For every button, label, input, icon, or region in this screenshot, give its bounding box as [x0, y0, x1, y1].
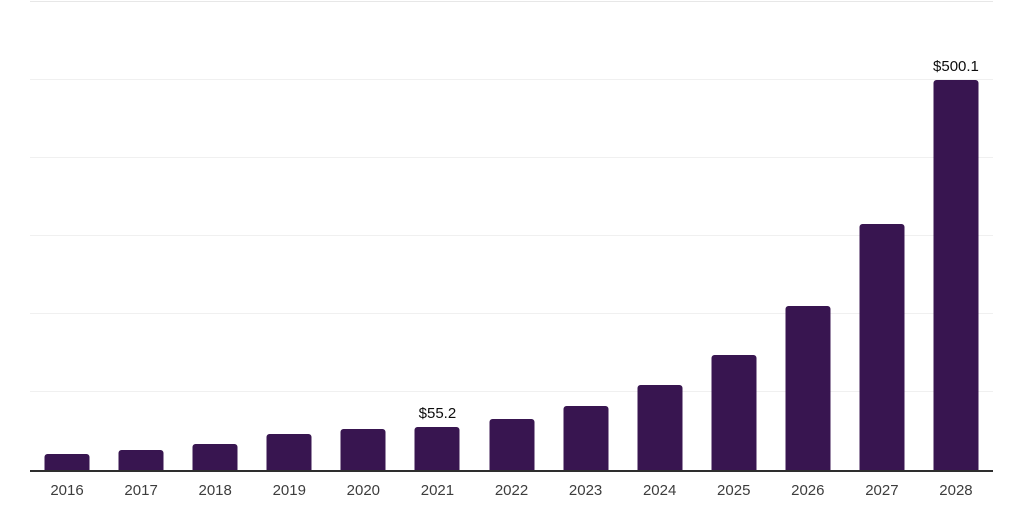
x-axis-labels: 2016 2017 2018 2019 2020 2021 2022 2023 2024 2025…	[30, 481, 993, 500]
bar-column-2019	[252, 2, 326, 470]
x-axis-tick-label-2022: 2022	[494, 482, 529, 499]
bar-value-label-2021: $55.2	[418, 404, 457, 422]
bar-2016	[44, 454, 90, 470]
gridline-500	[30, 79, 993, 80]
bar-2022	[489, 418, 534, 470]
bar-2017	[118, 449, 164, 470]
bar-2018	[192, 443, 238, 470]
x-axis-tick-label-2020: 2020	[346, 482, 381, 499]
bar-column-2018	[178, 2, 252, 470]
bar-2027	[859, 224, 905, 470]
gridline-200	[30, 313, 993, 314]
x-axis-tick-label-2016: 2016	[50, 482, 84, 499]
x-axis-tick-label-2019: 2019	[272, 482, 306, 499]
bar-column-2016	[30, 2, 104, 470]
bar-column-2022	[474, 2, 548, 470]
bar-2023	[563, 405, 609, 470]
bar-2021	[414, 426, 460, 470]
bar-column-2024	[623, 2, 697, 470]
bar-2019	[266, 434, 312, 470]
x-axis-tick-label-2023: 2023	[568, 482, 603, 499]
bar-2020	[340, 429, 386, 470]
bar-2026	[785, 305, 831, 470]
x-axis-tick-label-2025: 2025	[717, 482, 751, 499]
gridline-600	[30, 1, 993, 2]
bar-column-2028: $500.1	[919, 2, 993, 470]
bar-2024	[637, 384, 683, 470]
gridline-300	[30, 235, 993, 236]
x-axis-tick-label-2024: 2024	[642, 482, 677, 499]
bar-column-2025	[697, 2, 771, 470]
x-axis-tick-label-2028: 2028	[939, 482, 973, 499]
x-axis-tick-label-2018: 2018	[198, 482, 232, 499]
bar-column-2017	[104, 2, 178, 470]
bar-2028	[933, 79, 979, 470]
bar-2025	[711, 354, 757, 470]
x-axis-tick-label-2026: 2026	[791, 482, 825, 499]
bars-container: $55.2 $500.1	[30, 2, 993, 470]
plot-area: $55.2 $500.1	[30, 1, 993, 472]
x-axis-tick-label-2017: 2017	[124, 482, 158, 499]
x-axis-tick-label-2021: 2021	[420, 482, 455, 499]
gridline-100	[30, 391, 993, 392]
bar-column-2021: $55.2	[400, 2, 474, 470]
bar-column-2027	[845, 2, 919, 470]
x-axis-tick-label-2027: 2027	[865, 482, 899, 499]
gridline-400	[30, 157, 993, 158]
bar-column-2026	[771, 2, 845, 470]
bar-value-label-2028: $500.1	[933, 57, 979, 75]
bar-column-2020	[326, 2, 400, 470]
bar-column-2023	[549, 2, 623, 470]
